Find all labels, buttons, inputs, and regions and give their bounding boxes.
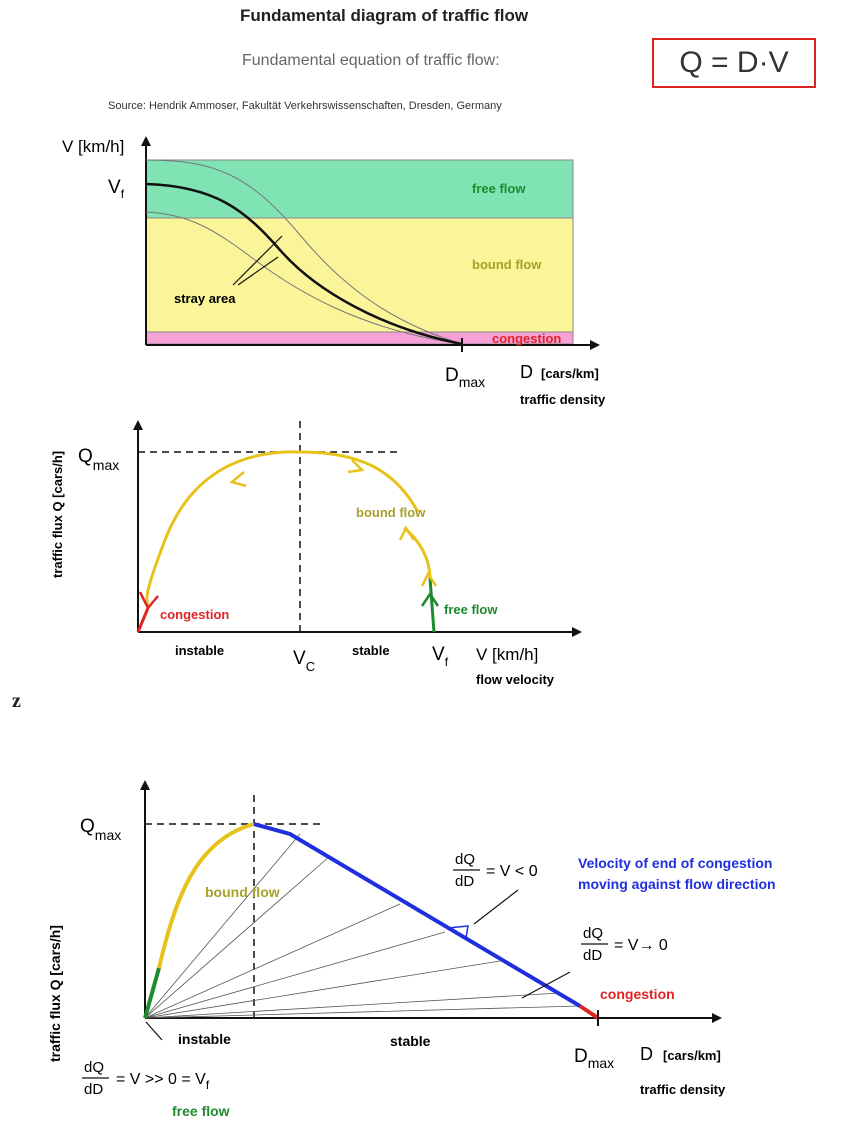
y-axis-label-1: V [km/h]: [62, 137, 124, 156]
bound-flow-label-2: bound flow: [356, 505, 426, 520]
flow-arrowhead-3: [398, 525, 416, 541]
flow-arrowhead-4: [420, 571, 438, 587]
y-axis-label-3: traffic flux Q [cars/h]: [47, 925, 63, 1062]
vf-label-2: Vf: [432, 644, 449, 669]
flux-density-blue-segment: [253, 822, 582, 1008]
congestion-label-2: congestion: [160, 607, 229, 622]
diagram-flux-density: traffic flux Q [cars/h] Qmax bound flow …: [47, 780, 776, 1119]
svg-text:= V >> 0 = Vf: = V >> 0 = Vf: [116, 1071, 210, 1092]
svg-text:dQ: dQ: [583, 925, 603, 942]
x-axis-label-2: V [km/h]: [476, 645, 538, 664]
stray-pointer-1: [232, 235, 283, 286]
formula-box: Q = D·V: [652, 38, 816, 88]
stray-pointer-2: [237, 256, 279, 286]
bound-flow-label-1: bound flow: [472, 257, 542, 272]
congestion-arrowhead: [138, 591, 159, 611]
slope1-pointer: [473, 889, 519, 925]
qmax-label-3: Qmax: [80, 816, 121, 843]
x-caption-1: traffic density: [520, 392, 606, 407]
separator-letter: z: [12, 690, 21, 712]
flux-free-flow-segment: [428, 577, 436, 633]
instable-label-3: instable: [178, 1031, 231, 1047]
diagram-flux-velocity: traffic flux Q [cars/h] Qmax bound flow …: [50, 418, 582, 687]
bound-flow-label-3: bound flow: [205, 884, 280, 900]
equation-label: Fundamental equation of traffic flow:: [242, 52, 500, 69]
stray-area-label: stray area: [174, 291, 236, 306]
svg-text:dD: dD: [583, 947, 602, 964]
x-axis-label-1: D [cars/km]: [520, 362, 599, 382]
slope2-pointer: [521, 971, 571, 999]
x-caption-3: traffic density: [640, 1082, 726, 1097]
slope3-formula: dQ dD = V >> 0 = Vf: [82, 1059, 210, 1098]
slope2-formula: dQ dD = V→ 0: [581, 925, 668, 964]
flux-curve-right-low: [403, 526, 432, 579]
svg-text:dD: dD: [84, 1081, 103, 1098]
free-flow-label-3: free flow: [172, 1103, 230, 1119]
instable-label-2: instable: [175, 643, 224, 658]
stable-label-2: stable: [352, 643, 390, 658]
flux-congestion-segment: [136, 607, 150, 633]
dmax-label-3: Dmax: [574, 1046, 614, 1071]
svg-text:= V→ 0: = V→ 0: [614, 937, 668, 954]
flux-curve-left: [145, 450, 301, 609]
slope1-formula: dQ dD = V < 0: [453, 851, 538, 890]
flow-arrowhead-5: [420, 591, 440, 607]
y-axis-label-2: traffic flux Q [cars/h]: [50, 451, 65, 578]
qmax-label-2: Qmax: [78, 446, 119, 473]
flux-density-yellow-segment: [157, 822, 255, 969]
free-flow-label-2: free flow: [444, 602, 498, 617]
speed-density-curve: [145, 182, 463, 346]
svg-text:= V < 0: = V < 0: [486, 863, 538, 880]
page-title: Fundamental diagram of traffic flow: [240, 6, 529, 25]
flow-arrowhead-1: [229, 471, 247, 488]
slope-marker: [447, 925, 469, 939]
secant-lines: [144, 833, 581, 1019]
diagram-speed-density: V [km/h] Vf free flow bound flow congest…: [62, 136, 606, 407]
upper-bound-curve: [145, 159, 463, 345]
velocity-note-line1: Velocity of end of congestion: [578, 855, 772, 871]
x-caption-2: flow velocity: [476, 672, 555, 687]
bound-flow-zone: [145, 217, 574, 333]
x-axis-label-3: D [cars/km]: [640, 1044, 721, 1064]
dmax-label-1: Dmax: [445, 365, 485, 390]
vc-label-2: VC: [293, 648, 315, 674]
svg-text:dD: dD: [455, 873, 474, 890]
slope3-pointer: [145, 1021, 163, 1041]
free-flow-label: free flow: [472, 181, 526, 196]
flow-arrowhead-2: [347, 459, 365, 474]
svg-text:dQ: dQ: [455, 851, 475, 868]
stable-label-3: stable: [390, 1033, 431, 1049]
vf-label-1: Vf: [108, 177, 125, 201]
flux-density-red-segment: [578, 1004, 600, 1020]
congestion-zone-label: congestion: [492, 331, 561, 346]
source-note: Source: Hendrik Ammoser, Fakultät Verkeh…: [108, 100, 502, 112]
flux-density-green-segment: [143, 967, 161, 1019]
lower-bound-curve: [145, 211, 463, 345]
congestion-label-3: congestion: [600, 986, 675, 1002]
flux-curve-right: [299, 450, 420, 513]
svg-text:dQ: dQ: [84, 1059, 104, 1076]
velocity-note-line2: moving against flow direction: [578, 876, 776, 892]
